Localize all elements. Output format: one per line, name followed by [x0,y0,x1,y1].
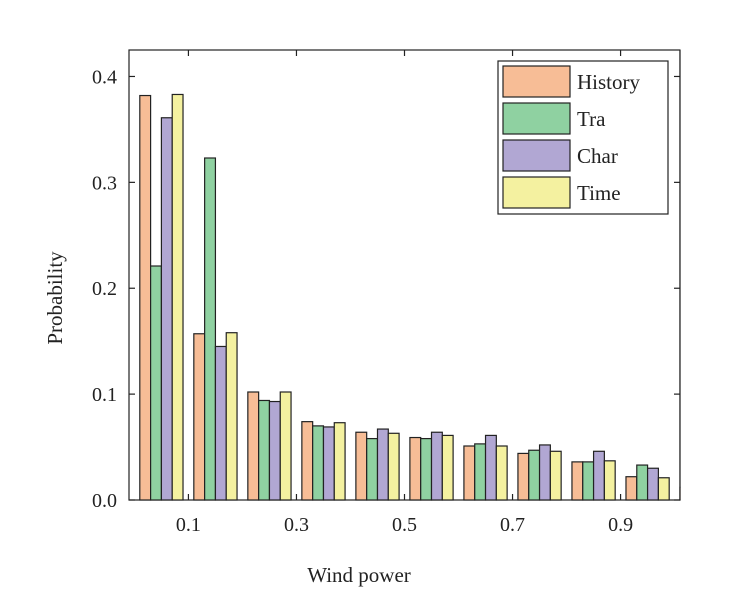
plot-clip-mask [680,48,739,502]
y-tick-label: 0.0 [92,490,117,512]
legend-swatch-tra [502,102,571,135]
bar-time [171,93,184,501]
y-tick-label: 0.4 [92,66,117,88]
bar-tra [528,449,541,501]
x-tick-label: 0.7 [500,514,525,536]
bar-tra [204,157,217,501]
x-axis-title: Wind power [307,563,411,587]
bar-char [484,434,497,501]
legend-swatch-history [502,65,571,98]
bar-char [592,450,605,501]
bar-char [322,426,335,501]
x-tick-label: 0.1 [176,514,201,536]
x-tick-label: 0.3 [284,514,309,536]
bar-tra [258,399,271,501]
bar-char [538,444,551,501]
bar-time [225,332,238,501]
bar-time [495,445,508,501]
bar-tra [312,425,325,501]
legend-label-history: History [577,70,641,94]
legend-swatch-char [502,139,571,172]
y-axis-title: Probability [43,251,67,345]
bar-char [268,400,281,501]
bar-history [409,436,422,501]
y-tick-label: 0.1 [92,384,117,406]
bar-time [279,391,292,501]
bar-time [657,477,670,501]
bar-char [376,428,389,501]
legend-label-char: Char [577,144,618,168]
bar-tra [474,443,487,501]
bar-history [247,391,260,501]
bar-tra [366,437,379,501]
x-axis-ticks: 0.1 0.3 0.5 0.7 0.9 [176,50,633,536]
legend-label-tra: Tra [577,107,606,131]
bar-history [625,476,638,501]
bars-group [139,48,739,502]
legend-swatch-time [502,176,571,209]
bar-history [301,421,314,501]
bar-history [355,431,368,501]
bar-time [603,460,616,501]
bar-history [571,461,584,501]
x-tick-label: 0.9 [608,514,633,536]
bar-time [441,434,454,501]
x-tick-label: 0.5 [392,514,417,536]
bar-char [430,431,443,501]
bar-char [160,117,173,501]
bar-time [333,422,346,501]
bar-char [646,467,659,501]
bar-history [193,333,206,501]
y-tick-label: 0.3 [92,172,117,194]
bar-tra [150,265,163,501]
bar-tra [636,464,649,501]
bar-history [463,445,476,501]
bar-tra [420,437,433,501]
bar-tra [582,461,595,501]
legend-label-time: Time [577,181,621,205]
bar-time [387,432,400,501]
y-axis-ticks: 0.0 0.1 0.2 0.3 0.4 [92,66,680,512]
bar-history [517,452,530,501]
bar-time [549,450,562,501]
y-tick-label: 0.2 [92,278,117,300]
legend: History Tra Char Time [497,60,669,215]
bar-history [139,94,152,501]
bar-char [214,345,227,501]
